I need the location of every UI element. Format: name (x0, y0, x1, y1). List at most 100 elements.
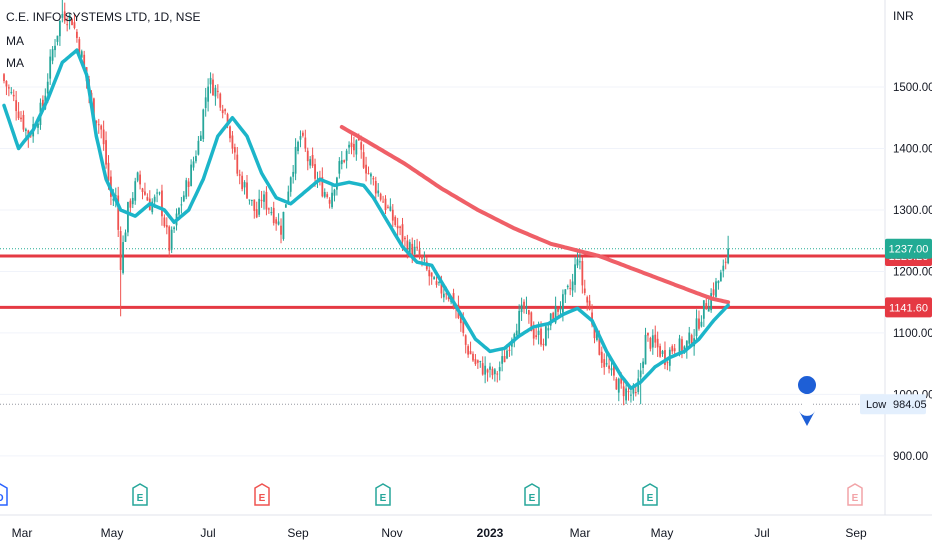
candle-body (190, 164, 193, 186)
candle-body (46, 81, 49, 94)
candle-body (404, 237, 406, 240)
candle-body (182, 195, 185, 202)
time-tick-label: Jul (200, 526, 215, 540)
pin-marker-icon[interactable] (798, 376, 817, 426)
event-marker-letter: E (529, 493, 536, 504)
level-price-badge (885, 297, 932, 318)
candle-body (314, 164, 316, 179)
candle-body (56, 35, 59, 42)
event-marker-letter: E (380, 493, 387, 504)
candle-body (464, 335, 467, 345)
candle-body (564, 289, 567, 295)
candle-body (715, 281, 717, 297)
candle-body (700, 321, 703, 327)
candle-body (58, 20, 61, 37)
candle-body (63, 11, 66, 22)
candle-body (333, 189, 336, 196)
grid-lines (0, 0, 932, 516)
candle-body (280, 225, 282, 235)
symbol-title: C.E. INFO SYSTEMS LTD, 1D, NSE (6, 10, 201, 24)
candle-body (506, 350, 508, 359)
candle-body (501, 356, 504, 364)
candle-body (41, 99, 44, 107)
candle-body (61, 13, 64, 18)
price-axis: INR900.001000.001100.001200.001300.00140… (860, 9, 932, 463)
candle-body (622, 386, 625, 397)
candle-body (481, 363, 484, 375)
candle-body (484, 365, 487, 375)
indicator-label-ma-slow[interactable]: MA (6, 56, 24, 70)
candle-body (467, 346, 470, 355)
candle-body (340, 160, 343, 165)
event-marker-icon[interactable] (0, 483, 8, 506)
candle-body (353, 143, 355, 151)
candle-body (7, 87, 10, 89)
candle-body (216, 90, 219, 92)
ma-slow-line (339, 125, 731, 305)
candle-body (389, 206, 392, 211)
candle-body (331, 192, 333, 208)
candle-body (593, 325, 596, 339)
candle-body (117, 195, 120, 230)
candle-body (627, 391, 630, 393)
candle-body (275, 219, 278, 224)
candle-body (698, 318, 700, 329)
candle-body (559, 309, 562, 311)
candle-body (445, 293, 448, 295)
candle-body (265, 191, 268, 210)
candle-body (195, 155, 197, 162)
ma-slow-path (339, 125, 731, 305)
low-badge-text: Low (866, 399, 886, 411)
candle-body (272, 207, 275, 224)
candle-body (112, 198, 115, 201)
candle-body (396, 225, 399, 229)
candle-body (661, 351, 664, 354)
candle-body (476, 360, 479, 363)
event-marker-icon[interactable] (847, 483, 863, 506)
candle-body (139, 174, 141, 185)
candle-body (671, 346, 674, 352)
candle-body (343, 160, 346, 163)
candle-body (207, 86, 210, 102)
candle-body (297, 141, 299, 152)
candle-body (97, 124, 100, 126)
candle-body (406, 240, 409, 256)
candle-body (136, 172, 139, 181)
candle-body (605, 363, 608, 365)
candle-body (277, 221, 280, 225)
candle-body (391, 209, 394, 221)
candle-body (566, 285, 569, 288)
event-marker-letter: E (647, 493, 654, 504)
candle-body (170, 229, 173, 250)
candle-body (413, 246, 416, 255)
candle-body (518, 310, 521, 335)
pin-marker-icon-inner (802, 399, 812, 409)
candle-body (311, 155, 314, 166)
candle-body (651, 335, 654, 348)
candle-body (185, 180, 188, 197)
candle-body (549, 313, 552, 326)
candle-body (678, 338, 681, 355)
event-marker-icon[interactable] (375, 483, 391, 506)
event-markers: DEEEEEE (0, 376, 863, 506)
last-price-badge (885, 238, 932, 259)
candle-body (197, 140, 200, 155)
candle-body (146, 197, 149, 201)
candle-body (129, 200, 132, 208)
candle-body (630, 394, 632, 396)
indicator-label-ma-fast[interactable]: MA (6, 34, 24, 48)
event-marker-icon[interactable] (132, 483, 148, 506)
candle-body (649, 337, 652, 349)
event-marker-icon[interactable] (642, 483, 658, 506)
event-marker-letter: E (259, 493, 266, 504)
candle-body (236, 154, 239, 174)
event-marker-icon[interactable] (254, 483, 270, 506)
candle-body (620, 377, 623, 384)
event-marker-icon[interactable] (524, 483, 540, 506)
candle-body (248, 199, 251, 201)
candle-body (124, 232, 127, 242)
candle-body (370, 173, 372, 177)
candle-body (51, 49, 54, 61)
